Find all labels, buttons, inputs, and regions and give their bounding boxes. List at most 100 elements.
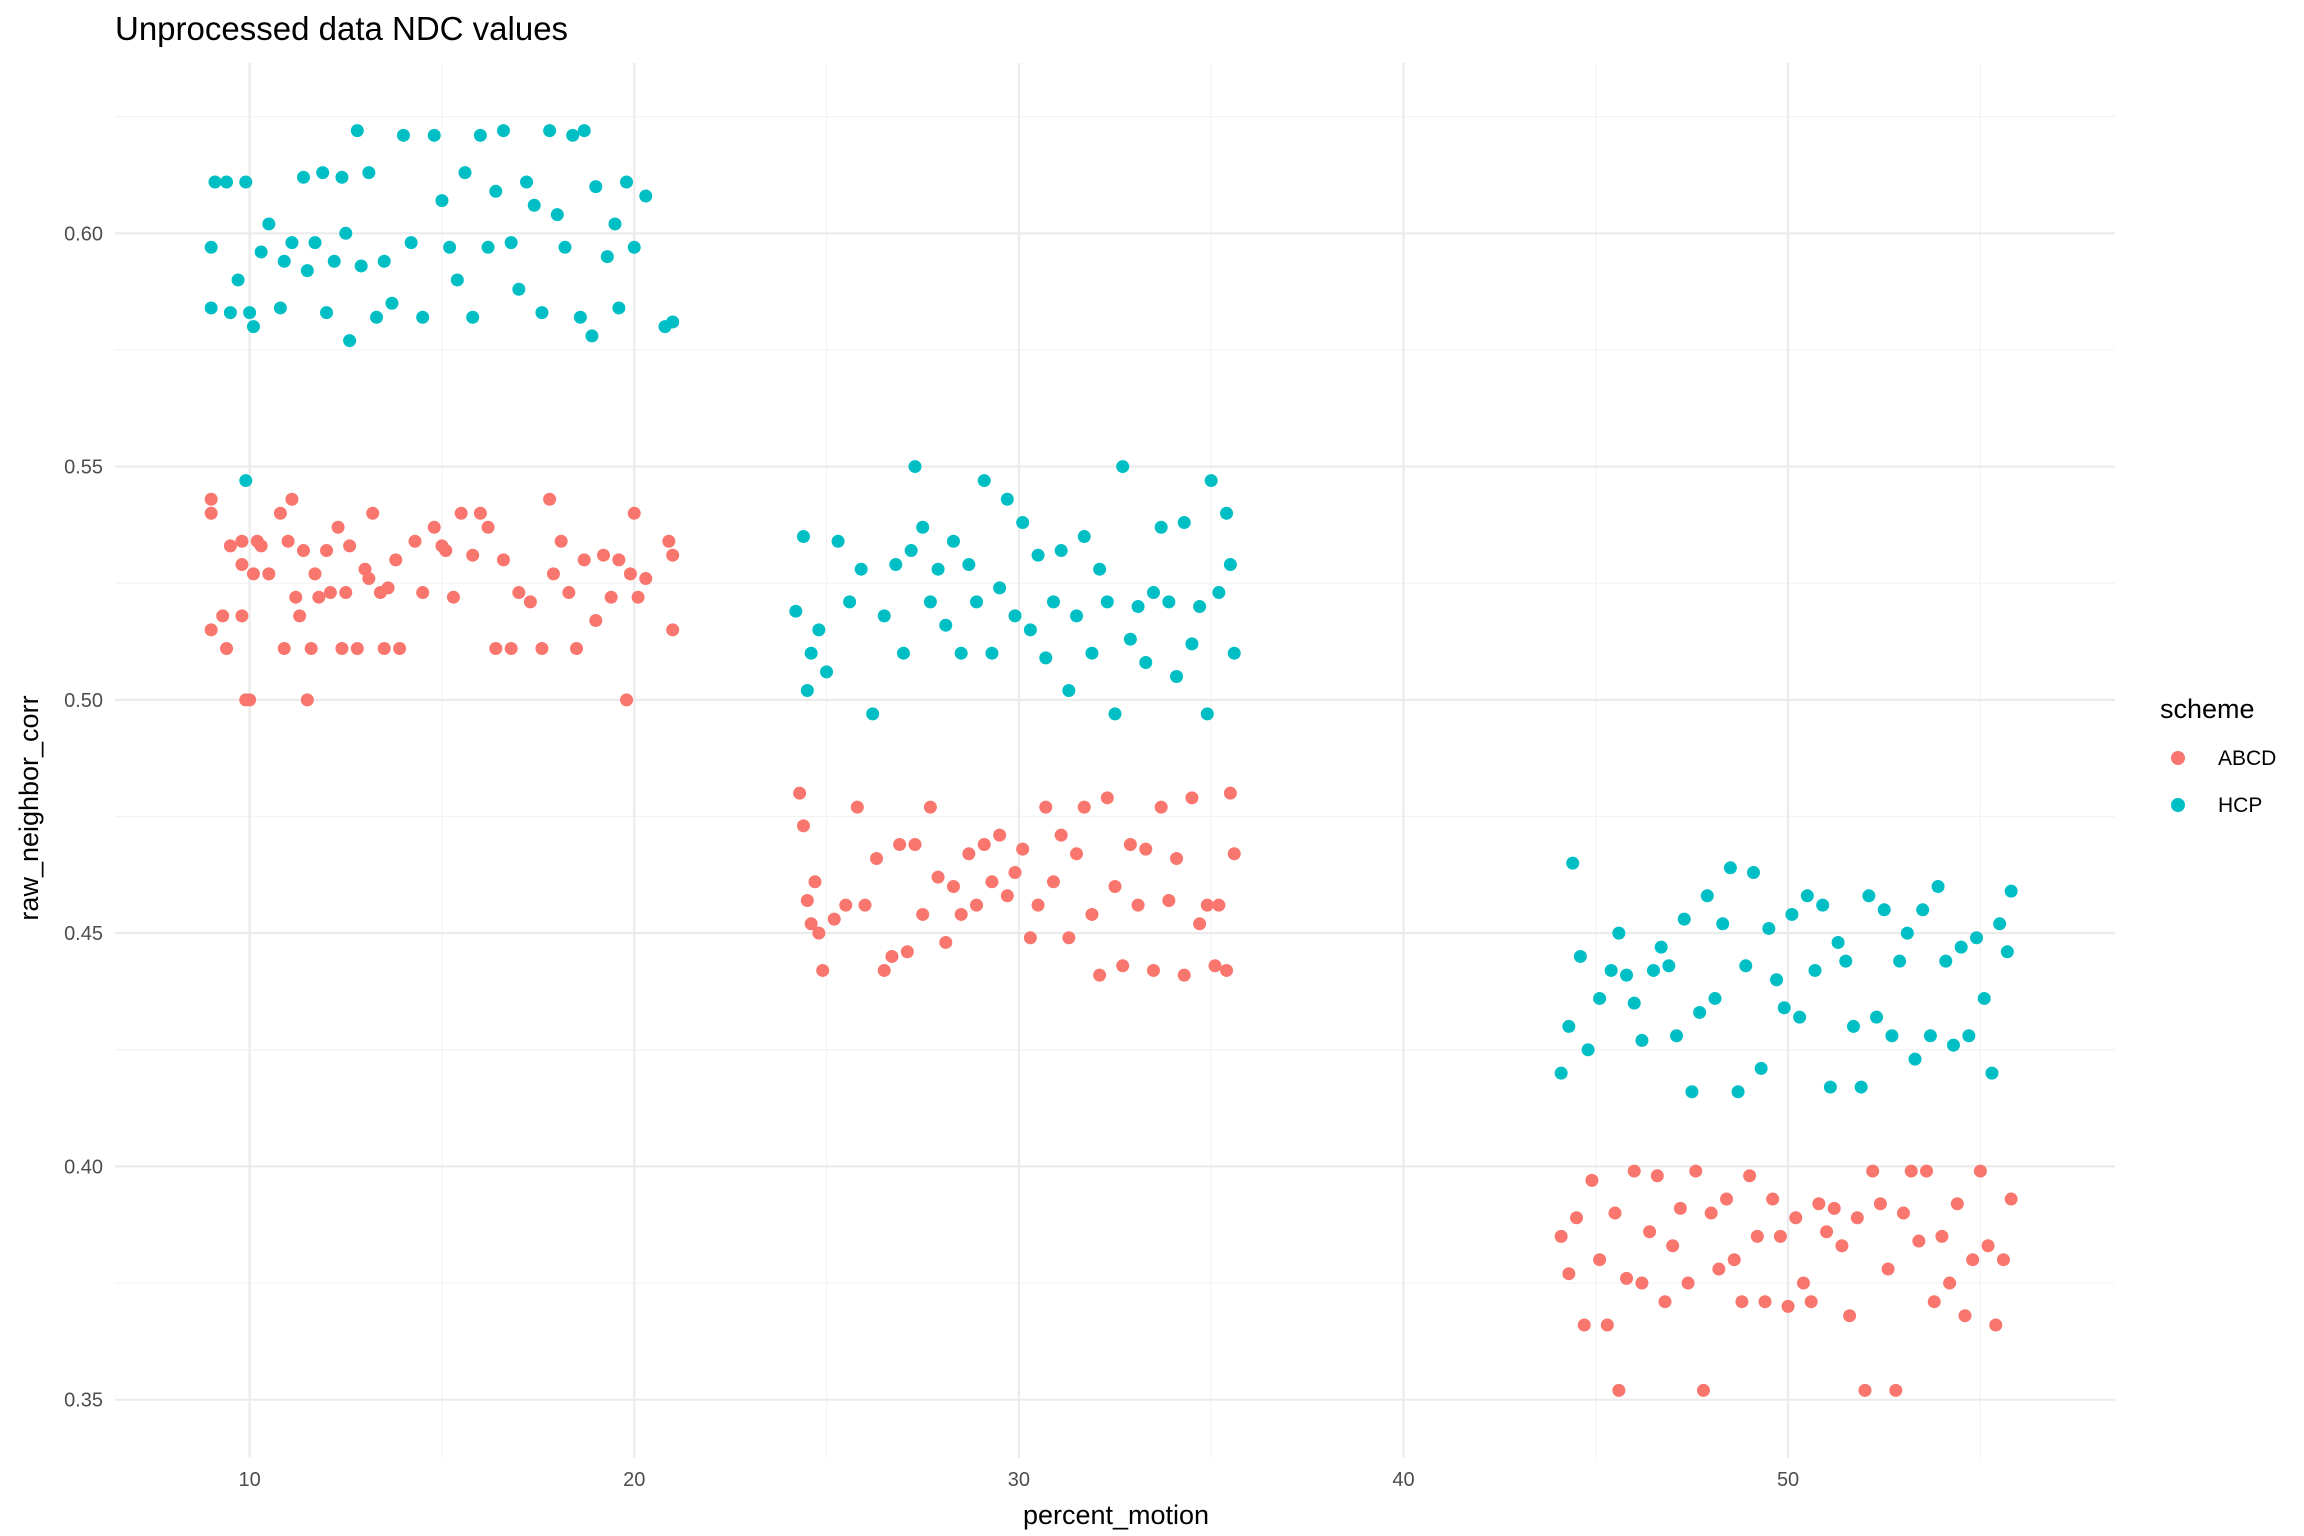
data-point <box>993 581 1007 595</box>
data-point <box>573 310 587 324</box>
data-point <box>385 296 399 310</box>
data-point <box>246 320 260 334</box>
y-tick-label: 0.55 <box>64 457 103 479</box>
data-point <box>1943 1276 1957 1290</box>
data-point <box>1000 492 1014 506</box>
data-point <box>446 590 460 604</box>
data-point <box>1766 1192 1780 1206</box>
data-point <box>320 544 334 558</box>
data-point <box>1000 889 1014 903</box>
data-point <box>1862 889 1876 903</box>
data-point <box>2004 1192 2018 1206</box>
data-point <box>1816 898 1830 912</box>
data-point <box>1177 516 1191 530</box>
data-point <box>393 642 407 656</box>
data-point <box>1100 595 1114 609</box>
data-point <box>350 642 364 656</box>
legend-label-abcd: ABCD <box>2218 747 2276 770</box>
data-point <box>308 567 322 581</box>
data-point <box>1870 1010 1884 1024</box>
data-point <box>1062 931 1076 945</box>
data-point <box>1223 558 1237 572</box>
data-point <box>1685 1085 1699 1099</box>
data-point <box>870 851 884 865</box>
data-point <box>800 684 814 698</box>
data-point <box>223 306 237 320</box>
data-point <box>1720 1192 1734 1206</box>
data-point <box>1108 707 1122 721</box>
data-point <box>566 128 580 142</box>
data-point <box>1566 856 1580 870</box>
data-point <box>512 586 526 600</box>
data-point <box>1750 1229 1764 1243</box>
data-point <box>404 236 418 250</box>
data-point <box>1739 959 1753 973</box>
data-point <box>804 646 818 660</box>
data-point <box>235 609 249 623</box>
data-point <box>1939 954 1953 968</box>
data-point <box>1039 800 1053 814</box>
data-point <box>273 301 287 315</box>
data-point <box>2004 884 2018 898</box>
data-point <box>1835 1239 1849 1253</box>
data-point <box>1731 1085 1745 1099</box>
data-point <box>954 907 968 921</box>
data-point <box>1677 912 1691 926</box>
data-point <box>339 586 353 600</box>
x-tick-label: 10 <box>238 1469 260 1491</box>
data-point <box>1812 1197 1826 1211</box>
data-point <box>1708 991 1722 1005</box>
data-point <box>320 306 334 320</box>
data-point <box>939 618 953 632</box>
data-point <box>1139 656 1153 670</box>
data-point <box>1577 1318 1591 1332</box>
data-point <box>827 912 841 926</box>
data-point <box>900 945 914 959</box>
data-point <box>1793 1010 1807 1024</box>
data-point <box>796 530 810 544</box>
data-point <box>1700 889 1714 903</box>
data-point <box>1950 1197 1964 1211</box>
data-point <box>612 553 626 567</box>
data-point <box>1554 1066 1568 1080</box>
data-point <box>577 553 591 567</box>
data-point <box>204 492 218 506</box>
data-point <box>466 310 480 324</box>
data-point <box>1031 548 1045 562</box>
data-point <box>1200 707 1214 721</box>
data-point <box>1804 1295 1818 1309</box>
y-tick-label: 0.45 <box>64 923 103 945</box>
data-point <box>235 534 249 548</box>
data-point <box>1608 1206 1622 1220</box>
data-point <box>416 586 430 600</box>
data-point <box>1220 506 1234 520</box>
data-point <box>808 875 822 889</box>
data-point <box>1781 1299 1795 1313</box>
data-point <box>1650 1169 1664 1183</box>
data-point <box>1031 898 1045 912</box>
data-point <box>1889 1383 1903 1397</box>
data-point <box>1131 898 1145 912</box>
data-point <box>366 506 380 520</box>
data-point <box>820 665 834 679</box>
data-point <box>1977 991 1991 1005</box>
y-tick-label: 0.40 <box>64 1156 103 1178</box>
data-point <box>1573 949 1587 963</box>
data-point <box>520 175 534 189</box>
x-tick-label: 40 <box>1392 1469 1414 1491</box>
data-point <box>843 595 857 609</box>
data-point <box>504 642 518 656</box>
data-point <box>1593 991 1607 1005</box>
data-point <box>427 128 441 142</box>
data-point <box>1212 586 1226 600</box>
data-point <box>1800 889 1814 903</box>
data-point <box>1627 1164 1641 1178</box>
data-point <box>1923 1029 1937 1043</box>
data-point <box>1093 968 1107 982</box>
data-point <box>554 534 568 548</box>
data-point <box>1704 1206 1718 1220</box>
data-point <box>489 184 503 198</box>
y-axis-title: raw_neighbor_corr <box>14 695 44 920</box>
data-point <box>1627 996 1641 1010</box>
data-point <box>473 128 487 142</box>
